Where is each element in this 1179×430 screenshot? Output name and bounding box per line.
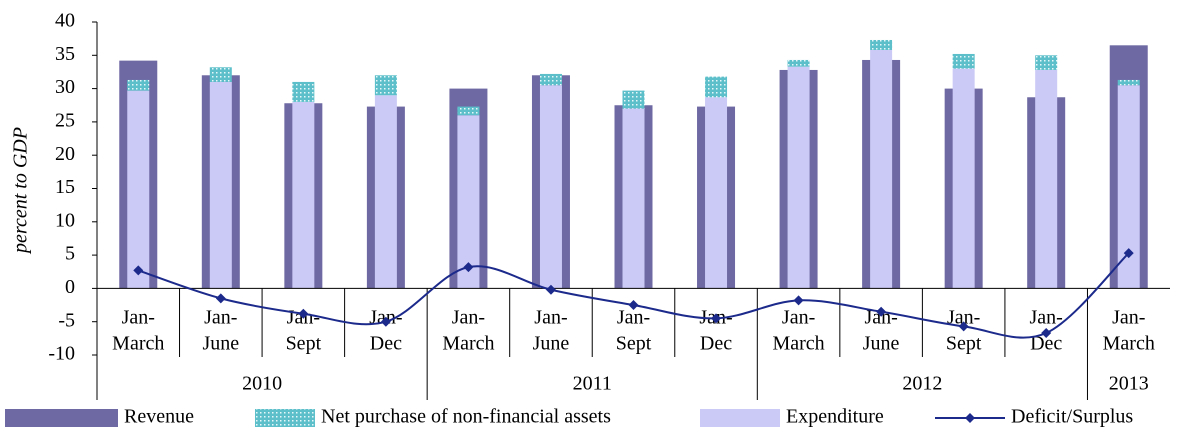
deficit-marker bbox=[793, 295, 804, 306]
deficit-marker bbox=[463, 262, 474, 273]
expenditure-bar bbox=[870, 49, 893, 289]
x-tick-label: Jan-June bbox=[863, 306, 900, 354]
y-tick-label: 5 bbox=[65, 243, 75, 265]
y-axis-label: percent to GDP bbox=[10, 127, 32, 255]
y-tick-label: 10 bbox=[55, 209, 75, 231]
deficit-marker bbox=[298, 308, 309, 319]
x-tick-label: Jan-Sept bbox=[616, 306, 652, 354]
expenditure-bar bbox=[1035, 69, 1058, 289]
x-tick-label: Jan-Dec bbox=[1030, 306, 1063, 354]
x-tick-label: Jan-March bbox=[442, 306, 494, 354]
expenditure-bar bbox=[952, 68, 975, 289]
group-label: 2010 bbox=[242, 373, 282, 395]
net-purchase-bar bbox=[870, 39, 893, 50]
expenditure-bar bbox=[127, 90, 150, 289]
expenditure-bar bbox=[622, 108, 645, 289]
x-tick-label: Jan-Sept bbox=[946, 306, 982, 354]
expenditure-bar bbox=[209, 81, 232, 289]
net-purchase-bar bbox=[952, 53, 975, 69]
y-tick-label: 0 bbox=[65, 276, 75, 298]
legend-marker bbox=[965, 413, 975, 423]
net-purchase-bar bbox=[127, 79, 150, 91]
expenditure-bar bbox=[374, 95, 397, 289]
group-label: 2013 bbox=[1109, 373, 1149, 395]
group-label: 2011 bbox=[573, 373, 612, 395]
expenditure-bar bbox=[705, 97, 728, 289]
net-purchase-bar bbox=[1117, 79, 1140, 86]
expenditure-bar bbox=[539, 85, 562, 289]
deficit-marker bbox=[545, 284, 556, 295]
deficit-marker bbox=[711, 313, 722, 324]
x-tick-label: Jan-June bbox=[202, 306, 239, 354]
legend-label: Revenue bbox=[124, 406, 194, 428]
y-tick-label: 35 bbox=[55, 43, 75, 65]
deficit-marker bbox=[215, 293, 226, 304]
net-purchase-bar bbox=[457, 106, 480, 116]
group-label: 2012 bbox=[902, 373, 942, 395]
expenditure-bar bbox=[1117, 85, 1140, 289]
net-purchase-bar bbox=[374, 75, 397, 96]
x-tick-label: Jan-Dec bbox=[699, 306, 732, 354]
legend-swatch bbox=[700, 409, 780, 427]
y-tick-label: -5 bbox=[58, 309, 75, 331]
legend-swatch bbox=[5, 409, 118, 427]
y-tick-label: -10 bbox=[48, 343, 75, 365]
deficit-marker bbox=[1123, 248, 1134, 259]
legend-label: Expenditure bbox=[786, 406, 884, 428]
net-purchase-bar bbox=[787, 59, 810, 67]
net-purchase-bar bbox=[1035, 55, 1058, 70]
deficit-marker bbox=[133, 265, 144, 276]
net-purchase-bar bbox=[622, 90, 645, 109]
x-tick-label: Jan-March bbox=[772, 306, 824, 354]
deficit-marker bbox=[380, 316, 391, 327]
deficit-marker bbox=[628, 300, 639, 311]
x-tick-label: Jan-June bbox=[533, 306, 570, 354]
deficit-marker bbox=[1041, 328, 1052, 339]
x-tick-label: Jan-March bbox=[1103, 306, 1155, 354]
y-tick-label: 40 bbox=[55, 10, 75, 32]
legend-label: Net purchase of non-financial assets bbox=[321, 406, 611, 428]
net-purchase-bar bbox=[209, 67, 232, 82]
y-tick-label: 25 bbox=[55, 109, 75, 131]
expenditure-bar bbox=[787, 66, 810, 289]
y-tick-label: 30 bbox=[55, 76, 75, 98]
x-tick-label: Jan-Dec bbox=[369, 306, 402, 354]
legend-label: Deficit/Surplus bbox=[1011, 406, 1133, 428]
deficit-marker bbox=[876, 306, 887, 317]
deficit-marker bbox=[958, 321, 969, 332]
expenditure-bar bbox=[292, 101, 315, 289]
net-purchase-bar bbox=[705, 76, 728, 98]
net-purchase-bar bbox=[539, 73, 562, 86]
expenditure-bar bbox=[457, 115, 480, 289]
x-tick-label: Jan-March bbox=[112, 306, 164, 354]
net-purchase-bar bbox=[292, 81, 315, 102]
y-tick-label: 15 bbox=[55, 176, 75, 198]
y-tick-label: 20 bbox=[55, 143, 75, 165]
legend-swatch bbox=[255, 409, 315, 427]
